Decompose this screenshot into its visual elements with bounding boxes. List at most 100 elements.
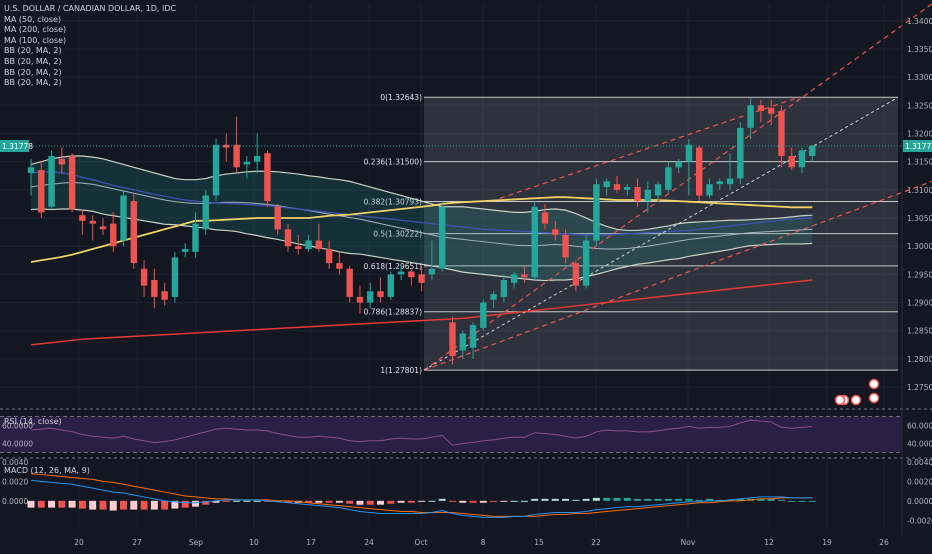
candle-down	[572, 260, 580, 292]
candle-up	[171, 251, 179, 303]
last-price-tag-right	[903, 139, 932, 152]
candle-body	[182, 249, 189, 252]
macd-histogram-bar	[438, 498, 446, 501]
macd-histogram-bar	[212, 500, 220, 503]
y-tick-label: 1.31500	[907, 158, 932, 167]
candle-down	[521, 265, 528, 283]
rsi-label[interactable]: RSI (14, close)	[4, 417, 62, 426]
macd-histogram-bar	[623, 497, 631, 501]
macd-histogram-bar	[325, 500, 333, 503]
macd-histogram-bar	[253, 500, 261, 502]
macd-signal-line	[30, 473, 813, 517]
y-tick-label: 1.30000	[907, 242, 932, 251]
candle-up	[624, 184, 631, 196]
x-tick-label: 12	[764, 538, 774, 547]
legend-bb-4[interactable]: BB (20, MA, 2)	[4, 78, 62, 88]
candle-up	[685, 139, 693, 196]
legend-ma50[interactable]: MA (50, close)	[4, 14, 62, 24]
macd-histogram-bar	[37, 500, 45, 508]
candle-body	[223, 144, 230, 148]
candle-body	[428, 268, 436, 275]
candle-body	[634, 187, 641, 202]
candle-up	[212, 139, 220, 202]
macd-histogram-bar	[150, 500, 158, 510]
candle-body	[716, 181, 723, 185]
legend-bb-1[interactable]: BB (20, MA, 2)	[4, 46, 62, 56]
y-tick-label: 1.31000	[907, 186, 932, 195]
macd-histogram-bar	[99, 500, 107, 510]
candle-body	[531, 206, 538, 278]
legend-bb-3[interactable]: BB (20, MA, 2)	[4, 67, 62, 77]
macd-histogram-bar	[459, 500, 467, 503]
macd-histogram-bar	[161, 500, 169, 510]
candle-up	[243, 156, 251, 179]
candle-down	[449, 316, 456, 365]
candle-up	[367, 282, 374, 309]
x-tick-label: 20	[74, 538, 84, 547]
candle-up	[253, 133, 261, 173]
macd-tick-label: 0.0040	[907, 458, 932, 467]
macd-histogram-bar	[89, 500, 97, 510]
candle-up	[439, 201, 446, 272]
rsi-line	[30, 419, 813, 446]
candle-up	[428, 240, 436, 281]
macd-histogram-bar	[428, 500, 436, 502]
candle-body	[408, 271, 415, 278]
candle-body	[788, 156, 795, 168]
candle-body	[541, 212, 549, 224]
macd-histogram-bar	[109, 500, 117, 511]
candle-down	[634, 178, 641, 207]
event-marker-icon	[868, 392, 880, 404]
y-tick-label: 1.33000	[907, 73, 932, 82]
macd-histogram-bar	[562, 498, 570, 501]
candle-up	[798, 147, 806, 173]
candle-up	[665, 161, 672, 193]
candle-up	[531, 201, 538, 281]
candle-down	[541, 203, 549, 230]
macd-histogram-bar	[243, 500, 251, 502]
candle-body	[767, 108, 775, 114]
legend-bb-2[interactable]: BB (20, MA, 2)	[4, 56, 62, 66]
legend-ma200[interactable]: MA (200, close)	[4, 25, 67, 35]
chart-title[interactable]: U.S. DOLLAR / CANADIAN DOLLAR, 1D, IDC	[4, 4, 177, 13]
candle-down	[233, 116, 240, 173]
macd-tick-label: -0.0020	[907, 516, 932, 525]
candle-up	[48, 150, 55, 210]
candle-body	[696, 147, 703, 196]
candle-up	[490, 291, 497, 309]
candle-up	[675, 158, 682, 173]
y-tick-label: 1.34000	[907, 17, 932, 26]
candle-body	[593, 184, 600, 241]
legend-ma100[interactable]: MA (100, close)	[4, 35, 67, 45]
macd-histogram-bar	[654, 498, 662, 501]
y-tick-label: 1.29500	[907, 270, 932, 279]
y-tick-label: 1.29000	[907, 299, 932, 308]
fib-level-label: 0.5(1.30222)	[373, 230, 422, 239]
candle-down	[295, 234, 302, 255]
x-tick-label: 17	[306, 538, 316, 547]
y-tick-label: 1.33500	[907, 45, 932, 54]
macd-histogram-bar	[68, 500, 76, 508]
candle-down	[418, 265, 425, 292]
macd-histogram-bar	[48, 500, 56, 508]
candle-down	[767, 99, 775, 126]
candle-body	[644, 189, 651, 202]
candle-down	[274, 203, 281, 235]
candle-body	[305, 240, 312, 250]
macd-histogram-bar	[531, 498, 539, 501]
fib-level-label: 0.382(1.30793)	[364, 198, 422, 207]
rsi-band	[0, 416, 902, 453]
macd-label[interactable]: MACD (12, 26, MA, 9)	[4, 466, 90, 475]
macd-histogram-bar	[448, 500, 456, 502]
macd-histogram-bar	[397, 500, 405, 503]
candle-down	[99, 218, 107, 235]
candle-up	[593, 178, 600, 247]
candle-body	[500, 280, 508, 297]
candle-up	[716, 178, 723, 190]
candle-body	[356, 296, 364, 303]
rsi-tick-label: 60.0000	[907, 422, 932, 431]
candle-body	[778, 110, 785, 157]
candle-up	[192, 212, 199, 258]
